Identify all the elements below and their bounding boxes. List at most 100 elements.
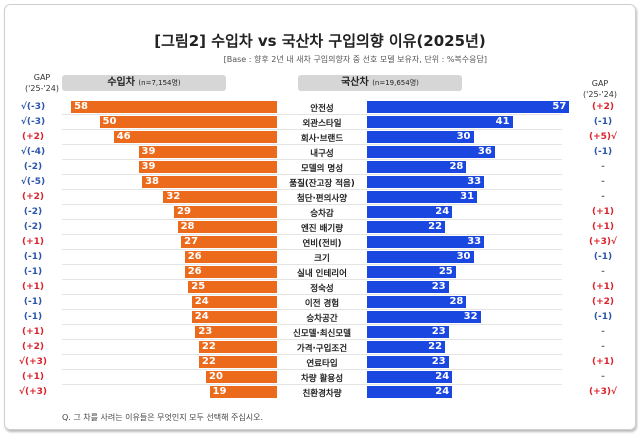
domestic-gap: (-1) <box>593 147 613 157</box>
category-label: 엔진 배기량 <box>300 224 344 234</box>
imported-bar: 26 <box>184 251 277 263</box>
imported-gap: (-1) <box>23 252 43 262</box>
imported-bar: 27 <box>181 236 277 248</box>
imported-bar: 39 <box>138 161 277 173</box>
chart-title: [그림2] 수입차 vs 국산차 구입의향 이유(2025년) <box>154 32 486 50</box>
domestic-gap: (+1) <box>591 222 615 232</box>
domestic-gap: (+1) <box>591 282 615 292</box>
domestic-bar: 24 <box>367 206 453 218</box>
imported-bar: 22 <box>198 356 277 368</box>
imported-gap: (+1) <box>21 237 45 247</box>
domestic-bar: 23 <box>367 281 449 293</box>
category-label: 실내 인테리어 <box>297 269 347 279</box>
row-divider <box>62 264 562 265</box>
imported-gap: (+1) <box>21 327 45 337</box>
imported-bar: 22 <box>198 341 277 353</box>
category-label: 연비(전비) <box>302 239 342 249</box>
domestic-gap: - <box>601 177 605 187</box>
domestic-gap: (+3)√ <box>588 237 618 247</box>
category-label: 첨단·편의사양 <box>296 194 348 204</box>
domestic-bar: 57 <box>367 101 570 113</box>
row-divider <box>62 354 562 355</box>
domestic-gap: - <box>601 342 605 352</box>
imported-series-header: 수입차 (n=7,154명) <box>62 75 226 91</box>
domestic-gap: (+1) <box>591 207 615 217</box>
imported-gap: (+2) <box>21 132 45 142</box>
row-divider <box>62 249 562 250</box>
imported-bar: 58 <box>71 101 277 113</box>
row-divider <box>62 174 562 175</box>
chart-subtitle: [Base : 향후 2년 내 새차 구입의향자 중 선호 모델 보유자, 단위… <box>223 55 487 64</box>
domestic-bar: 31 <box>367 191 478 203</box>
category-label: 승차공간 <box>306 314 338 324</box>
domestic-bar: 28 <box>367 296 467 308</box>
row-divider <box>62 339 562 340</box>
imported-series-name: 수입차 <box>107 77 135 88</box>
row-divider <box>62 144 562 145</box>
imported-gap: √(-5) <box>20 177 46 187</box>
domestic-gap: (-1) <box>593 252 613 262</box>
category-label: 차량 활용성 <box>300 374 344 384</box>
domestic-gap: - <box>601 162 605 172</box>
category-label: 이전 경험 <box>304 299 340 309</box>
domestic-bar: 25 <box>367 266 456 278</box>
left-gap-header-sub: ('25-'24) <box>25 84 59 93</box>
row-divider <box>62 234 562 235</box>
imported-gap: (-1) <box>23 267 43 277</box>
imported-gap: (-2) <box>23 222 43 232</box>
row-divider <box>62 159 562 160</box>
row-divider <box>62 369 562 370</box>
left-gap-header-label: GAP <box>33 73 51 82</box>
category-label: 회사·브랜드 <box>300 134 344 144</box>
domestic-gap: (+3)√ <box>588 387 618 397</box>
imported-bar: 19 <box>209 386 277 398</box>
category-label: 신모델·최신모델 <box>293 329 351 339</box>
domestic-gap: (+2) <box>591 102 615 112</box>
imported-gap: (-2) <box>23 207 43 217</box>
row-divider <box>62 114 562 115</box>
imported-gap: (-1) <box>23 312 43 322</box>
domestic-bar: 36 <box>367 146 495 158</box>
imported-bar: 50 <box>99 116 277 128</box>
domestic-gap: (-1) <box>593 312 613 322</box>
category-label: 품질(잔고장 적음) <box>289 179 355 189</box>
domestic-bar: 30 <box>367 131 474 143</box>
domestic-bar: 33 <box>367 236 485 248</box>
imported-gap: (-1) <box>23 297 43 307</box>
category-label: 승차감 <box>310 209 334 219</box>
domestic-bar: 33 <box>367 176 485 188</box>
category-label: 정숙성 <box>310 284 334 294</box>
imported-gap: √(-3) <box>20 102 46 112</box>
imported-bar: 20 <box>206 371 277 383</box>
left-gap-header: GAP ('25-'24) <box>22 72 62 94</box>
domestic-bar: 22 <box>367 221 446 233</box>
domestic-gap: (+5)√ <box>588 132 618 142</box>
domestic-bar: 23 <box>367 356 449 368</box>
category-label: 가격·구입조건 <box>296 344 348 354</box>
category-label: 안전성 <box>310 104 334 114</box>
category-label: 친환경차량 <box>302 389 342 399</box>
domestic-bar: 30 <box>367 251 474 263</box>
domestic-gap: - <box>601 192 605 202</box>
domestic-bar: 24 <box>367 386 453 398</box>
right-gap-header: GAP ('25-'24) <box>580 78 620 100</box>
row-divider <box>62 129 562 130</box>
row-divider <box>62 219 562 220</box>
imported-gap: (+2) <box>21 342 45 352</box>
domestic-series-sample: (n=19,654명) <box>372 79 419 87</box>
domestic-gap: - <box>601 267 605 277</box>
imported-bar: 26 <box>184 266 277 278</box>
imported-series-sample: (n=7,154명) <box>138 79 181 87</box>
domestic-series-name: 국산차 <box>341 77 369 88</box>
imported-gap: √(+3) <box>18 387 48 397</box>
row-divider <box>62 384 562 385</box>
category-label: 내구성 <box>310 149 334 159</box>
domestic-gap: (-1) <box>593 117 613 127</box>
row-divider <box>62 309 562 310</box>
domestic-bar: 32 <box>367 311 481 323</box>
domestic-bar: 22 <box>367 341 446 353</box>
imported-bar: 23 <box>195 326 277 338</box>
category-label: 크기 <box>314 254 330 264</box>
right-gap-header-label: GAP <box>591 79 609 88</box>
imported-bar: 39 <box>138 146 277 158</box>
